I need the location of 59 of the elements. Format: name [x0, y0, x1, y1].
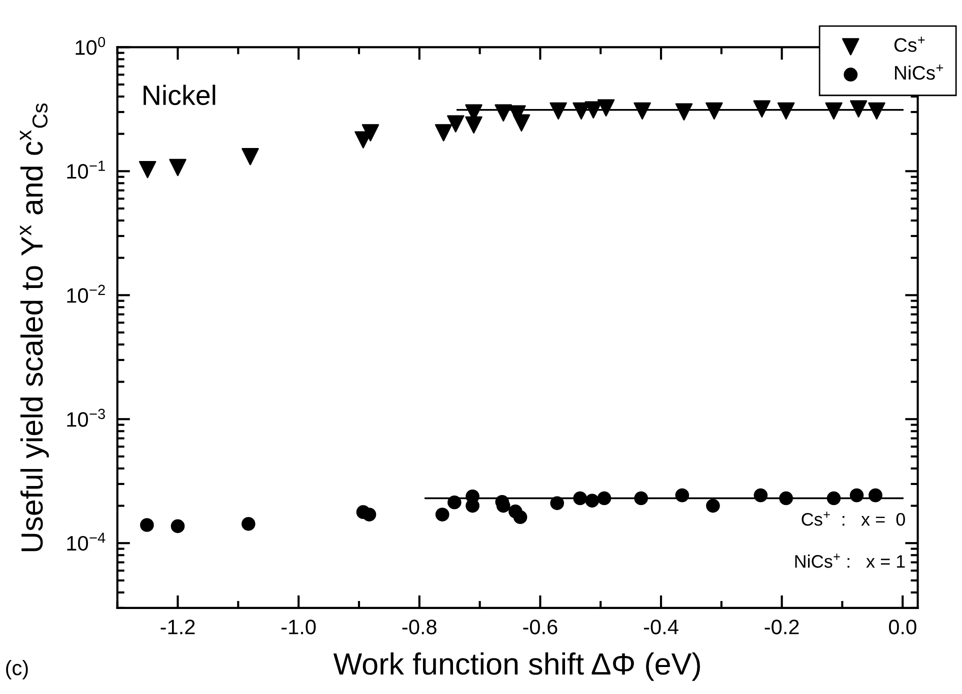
x-tick-label: 0.0: [888, 620, 916, 634]
point: [362, 508, 376, 522]
point: [634, 102, 651, 120]
point: [494, 104, 512, 122]
legend-label: NiCs$^{+}$: [895, 64, 944, 80]
annotation: NiCs$^{+}$ : x = 1: [795, 554, 905, 568]
point: [513, 510, 528, 524]
point: [779, 491, 793, 506]
x-tick-label: -1.0: [282, 620, 316, 634]
point: [754, 488, 768, 502]
point: [242, 148, 259, 166]
point: [572, 102, 590, 120]
annotation: Nickel: [144, 84, 216, 106]
point: [706, 498, 720, 513]
point: [362, 124, 380, 142]
y-tick-label: 10$^{−4}$: [67, 532, 106, 551]
x-tick-label: -0.4: [644, 620, 678, 634]
annotation: Cs$^{+}$ : x = 0: [802, 512, 905, 526]
y-axis-title: Useful yield scaled to Y$^{x}$ and c$^{x}$$_{Cs}$: [20, 103, 49, 552]
point: [675, 488, 690, 502]
y-tick-label: 10$^{−2}$: [67, 284, 105, 303]
point: [597, 99, 615, 116]
y-tick-label: 10$^{−3}$: [67, 408, 105, 427]
point: [868, 102, 886, 120]
y-tick-label: 10$^{−1}$: [67, 160, 105, 179]
x-tick-label: -1.2: [160, 620, 195, 634]
x-tick-label: -0.2: [764, 620, 799, 634]
point: [850, 100, 868, 118]
point: [634, 491, 648, 506]
point: [140, 518, 154, 532]
point: [777, 102, 795, 120]
x-tick-label: -0.6: [523, 620, 558, 634]
x-tick-label: -0.8: [402, 620, 436, 634]
x-axis-title: Work function shift ΔΦ (eV): [333, 652, 700, 681]
point: [675, 103, 693, 120]
point: [584, 101, 602, 119]
point: [434, 124, 452, 142]
point: [448, 496, 462, 510]
point: [868, 488, 882, 502]
point: [169, 158, 186, 176]
text: (c): [6, 660, 28, 680]
point: [447, 115, 464, 132]
point: [242, 516, 256, 531]
legend-label: Cs$^{+}$: [894, 36, 925, 52]
point: [753, 100, 771, 118]
point: [597, 491, 612, 506]
point: [170, 519, 185, 534]
point: [550, 496, 564, 510]
point: [138, 160, 156, 178]
point: [550, 102, 567, 120]
point: [512, 114, 530, 132]
point: [826, 491, 841, 506]
point: [573, 491, 587, 506]
point: [850, 488, 864, 502]
point: [435, 508, 450, 522]
point: [585, 494, 600, 508]
point: [825, 102, 842, 120]
y-tick-label: 10$^{0}$: [76, 36, 106, 55]
point: [706, 102, 723, 120]
